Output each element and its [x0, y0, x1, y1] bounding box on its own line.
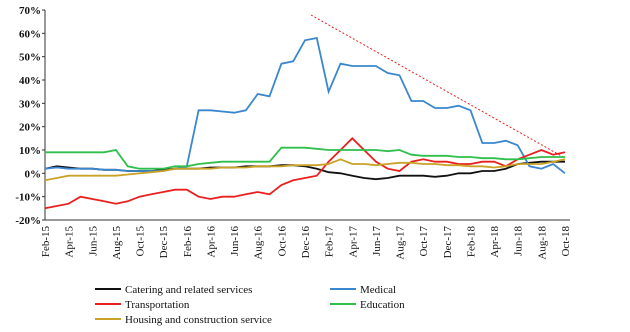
series-line — [44, 36, 566, 175]
y-tick-label: 50% — [19, 52, 41, 64]
x-tick-label: Feb-15 — [40, 226, 52, 258]
y-tick-label: 40% — [19, 75, 41, 87]
x-tick-label: Aug-16 — [253, 226, 265, 260]
legend-label: Transportation — [125, 299, 190, 311]
x-tick-label: Jun-16 — [229, 226, 241, 256]
y-tick-label: 20% — [19, 122, 41, 134]
legend-label: Catering and related services — [125, 284, 252, 296]
y-tick-label: 10% — [19, 145, 41, 157]
x-tick-label: Oct-15 — [135, 226, 147, 257]
x-tick-label: Oct-18 — [560, 226, 572, 257]
x-tick-label: Dec-16 — [300, 226, 312, 259]
y-tick-label: 60% — [19, 28, 41, 40]
x-tick-label: Oct-16 — [276, 226, 288, 257]
x-tick-label: Apr-16 — [205, 226, 217, 258]
x-tick-label: Aug-18 — [536, 226, 548, 260]
x-tick-label: Feb-17 — [324, 226, 336, 258]
x-tick-label: Oct-17 — [418, 226, 430, 257]
x-tick-label: Dec-15 — [158, 226, 170, 259]
x-tick-label: Jun-15 — [87, 226, 99, 256]
x-tick-label: Jun-17 — [371, 226, 383, 256]
legend-label: Education — [360, 299, 405, 311]
series-line — [44, 137, 566, 210]
series-line — [45, 146, 565, 170]
x-tick-label: Feb-16 — [182, 226, 194, 258]
legend-label: Housing and construction service — [125, 314, 272, 326]
x-tick-label: Aug-15 — [111, 226, 123, 260]
x-tick-label: Feb-18 — [465, 226, 477, 258]
x-tick-label: Apr-17 — [347, 226, 359, 258]
y-tick-label: 0% — [25, 168, 42, 180]
x-tick-label: Dec-17 — [442, 226, 454, 259]
x-tick-label: Apr-18 — [489, 226, 501, 258]
legend-label: Medical — [360, 284, 396, 296]
x-tick-label: Aug-17 — [395, 226, 407, 260]
y-tick-label: 30% — [19, 98, 41, 110]
x-tick-label: Jun-18 — [513, 226, 525, 256]
y-tick-label: -10% — [15, 192, 41, 204]
y-tick-label: 70% — [19, 5, 41, 17]
y-tick-label: -20% — [15, 215, 41, 227]
trend-line — [310, 14, 566, 159]
x-tick-label: Apr-15 — [64, 226, 76, 258]
series-line — [44, 158, 566, 182]
